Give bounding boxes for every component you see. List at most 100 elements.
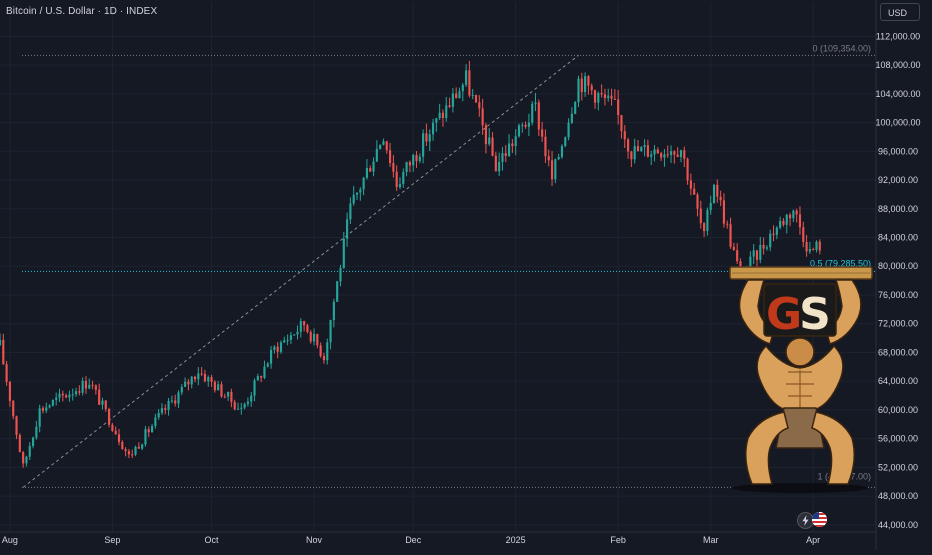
candle-body: [650, 154, 653, 157]
symbol-title[interactable]: Bitcoin / U.S. Dollar · 1D · INDEX: [6, 6, 158, 17]
candle-body: [388, 150, 392, 164]
candle-body: [818, 241, 821, 251]
candle-body: [144, 429, 147, 445]
candle-body: [154, 417, 157, 427]
candle-body: [709, 202, 712, 211]
candle-body: [584, 76, 587, 93]
candle-body: [365, 168, 369, 178]
candle-body: [306, 325, 309, 333]
candle-body: [157, 412, 160, 418]
candle-body: [309, 332, 312, 342]
candle-body: [193, 376, 197, 380]
candle-body: [58, 393, 61, 398]
candle-body: [504, 153, 507, 157]
candle-body: [375, 148, 378, 162]
candle-body: [792, 210, 795, 219]
candle-body: [78, 391, 81, 393]
candle-body: [802, 227, 805, 242]
candle-body: [349, 203, 352, 220]
price-tick-label: 60,000.00: [878, 405, 918, 415]
price-tick-label: 48,000.00: [878, 491, 918, 501]
candle-body: [478, 102, 481, 109]
candle-body: [779, 220, 782, 228]
currency-button[interactable]: USD: [880, 3, 920, 21]
candle-body: [167, 400, 170, 410]
us-flag-icon[interactable]: [812, 512, 827, 527]
candle-body: [422, 133, 425, 157]
candle-body: [395, 171, 398, 188]
candle-body: [256, 376, 259, 381]
candle-body: [220, 384, 223, 397]
candle-body: [465, 70, 468, 85]
candle-body: [567, 122, 570, 138]
candle-body: [435, 118, 438, 123]
candle-body: [41, 408, 45, 411]
candle-body: [788, 214, 792, 219]
candle-body: [332, 301, 335, 321]
candle-body: [663, 154, 666, 158]
candle-body: [25, 456, 28, 464]
candle-body: [610, 95, 613, 99]
candle-body: [666, 154, 669, 156]
candle-body: [15, 416, 18, 435]
candle-body: [408, 162, 411, 166]
candle-body: [184, 381, 187, 387]
candle-body: [392, 163, 395, 172]
candle-body: [104, 400, 107, 410]
candle-body: [369, 168, 372, 172]
candle-body: [260, 376, 263, 378]
svg-text:G: G: [766, 289, 802, 340]
time-tick-label: Oct: [205, 535, 220, 545]
candle-body: [164, 408, 167, 410]
candle-body: [643, 145, 646, 148]
candle-body: [484, 125, 488, 145]
candle-body: [227, 391, 230, 397]
candle-body: [468, 70, 471, 96]
candle-body: [223, 396, 226, 398]
candle-body: [603, 94, 607, 99]
candle-body: [441, 112, 445, 119]
candle-body: [339, 267, 342, 282]
candle-body: [273, 346, 276, 350]
candle-body: [812, 249, 815, 251]
candle-body: [177, 392, 180, 404]
candle-body: [84, 380, 88, 389]
candle-body: [299, 321, 302, 332]
candle-body: [412, 154, 415, 166]
time-tick-label: 2025: [506, 535, 526, 545]
candle-body: [385, 141, 388, 151]
candle-body: [382, 141, 385, 145]
candle-body: [425, 133, 428, 142]
candle-body: [243, 403, 246, 408]
candle-body: [693, 188, 696, 195]
candle-body: [326, 342, 329, 361]
candle-body: [74, 391, 78, 395]
candle-body: [336, 281, 339, 302]
candle-body: [210, 377, 213, 382]
fib-level-05-label: 0.5 (79,285.50): [810, 258, 871, 268]
candle-body: [418, 156, 421, 162]
candle-body: [511, 143, 514, 147]
candle-body: [346, 219, 349, 239]
candle-body: [207, 377, 210, 382]
candle-body: [633, 146, 636, 160]
candle-body: [359, 189, 362, 193]
candle-body: [630, 151, 633, 160]
candle-body: [303, 321, 306, 326]
candle-body: [438, 112, 441, 119]
candle-body: [134, 446, 137, 455]
candle-body: [481, 108, 484, 126]
candle-body: [673, 151, 676, 155]
candle-body: [491, 137, 494, 156]
candle-body: [55, 397, 58, 400]
candle-body: [524, 124, 527, 127]
candle-body: [597, 92, 600, 103]
candle-body: [669, 151, 673, 155]
candle-body: [613, 98, 616, 100]
candle-body: [716, 184, 719, 197]
candle-body: [263, 366, 266, 378]
candle-body: [38, 408, 41, 427]
price-tick-label: 112,000.00: [876, 31, 920, 41]
